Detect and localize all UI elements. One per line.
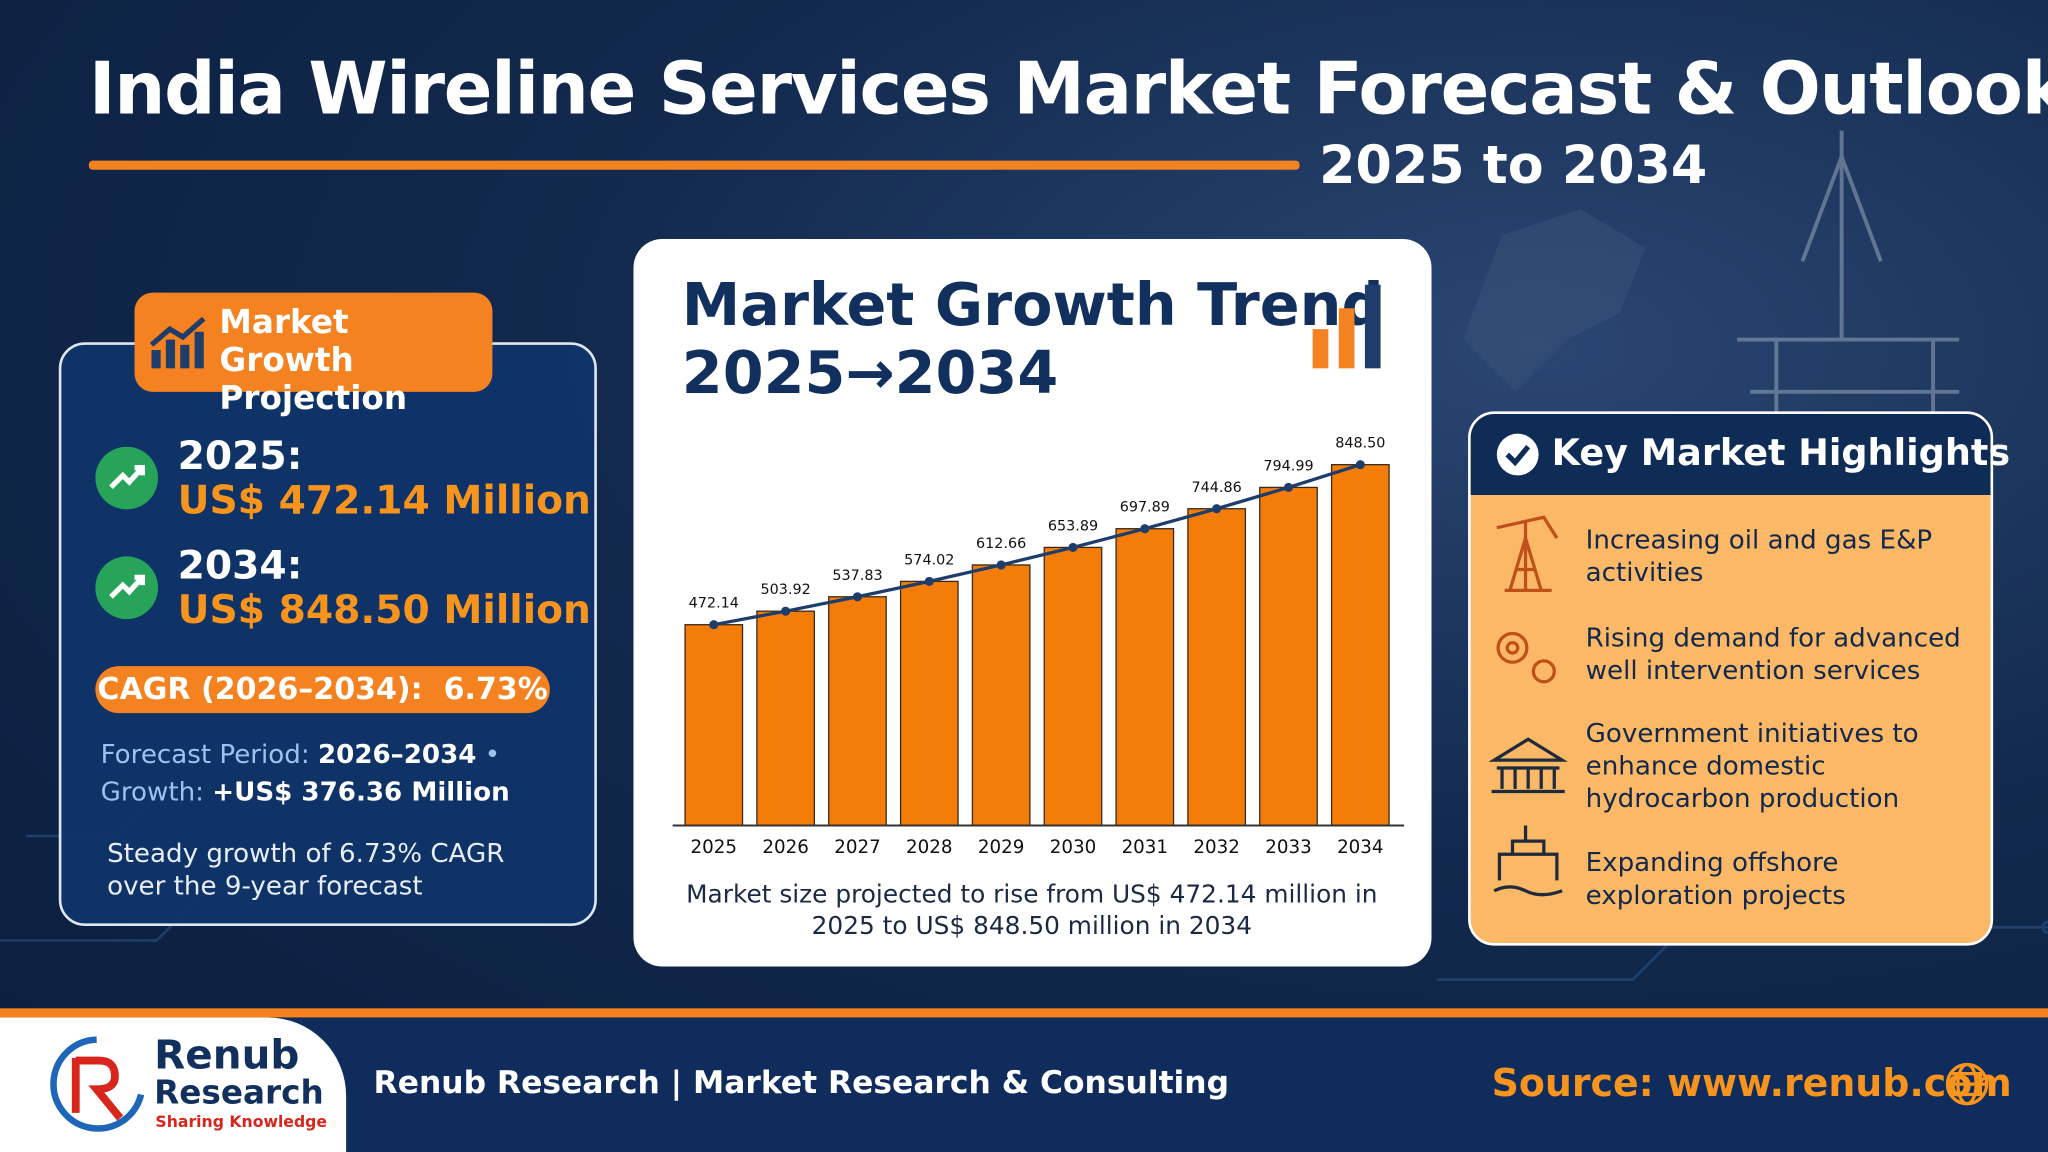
bar xyxy=(1330,464,1390,827)
value-label: 794.99 xyxy=(1263,458,1313,474)
logo-brand2: Research xyxy=(154,1073,324,1112)
highlight-item: Rising demand for advanced well interven… xyxy=(1585,621,1961,686)
check-icon xyxy=(1496,433,1539,476)
subtitle: 2025 to 2034 xyxy=(1319,135,1708,196)
trend-point xyxy=(996,560,1006,570)
x-tick-label: 2033 xyxy=(1265,837,1312,858)
logo-mark xyxy=(50,1036,145,1132)
bar xyxy=(1187,508,1247,827)
projection-badge xyxy=(134,292,493,392)
highlight-item: Expanding offshore exploration projects xyxy=(1585,846,1846,911)
footer-tagline: Renub Research | Market Research & Consu… xyxy=(373,1064,1230,1102)
bar xyxy=(1115,528,1175,827)
value-label: 744.86 xyxy=(1192,480,1242,496)
bar xyxy=(1043,546,1103,827)
value-label: 537.83 xyxy=(832,568,882,584)
x-tick-label: 2027 xyxy=(834,837,881,858)
value-label: 612.66 xyxy=(976,536,1026,552)
trend-point xyxy=(709,620,719,630)
cagr-label: CAGR (2026–2034): xyxy=(97,672,423,707)
projection-note: Steady growth of 6.73% CAGR over the 9-y… xyxy=(107,837,505,902)
x-tick-label: 2029 xyxy=(978,837,1025,858)
trend-point xyxy=(852,592,863,602)
highlights-header xyxy=(1470,414,1991,496)
forecast-value: 2026–2034 xyxy=(317,737,477,770)
value-label: 472.14 xyxy=(689,596,739,612)
x-tick-label: 2026 xyxy=(762,837,808,858)
trend-point xyxy=(781,606,791,616)
value-label: 653.89 xyxy=(1048,518,1098,534)
bar xyxy=(1259,486,1318,827)
trend-point xyxy=(1068,542,1078,552)
chart-caption: Market size projected to rise from US$ 4… xyxy=(686,880,1378,941)
footer-stripe xyxy=(0,1008,2048,1018)
x-tick-label: 2028 xyxy=(906,837,952,858)
logo-area xyxy=(0,1017,347,1152)
trend-point xyxy=(1283,482,1294,492)
trend-point xyxy=(1212,504,1222,514)
title-underline xyxy=(88,160,1300,170)
bar xyxy=(899,580,959,827)
x-tick-label: 2030 xyxy=(1050,837,1097,858)
highlight-item: Increasing oil and gas E&P activities xyxy=(1585,523,1933,588)
chart-title-block: Market Growth Trend 2025→2034 xyxy=(681,270,1384,408)
growth-value: +US$ 376.36 Million xyxy=(212,775,510,808)
highlight-item: Government initiatives to enhance domest… xyxy=(1585,717,1919,814)
projection-value: US$ 472.14 Million xyxy=(177,478,591,524)
highlight-icons xyxy=(1488,515,1568,897)
globe-icon xyxy=(1945,1062,1989,1106)
logo-slogan: Sharing Knowledge xyxy=(155,1112,328,1132)
projection-panel xyxy=(58,342,597,927)
projection-year: 2034: xyxy=(177,543,303,590)
value-label: 848.50 xyxy=(1335,436,1385,452)
forecast-period: Forecast Period: 2026–2034 • xyxy=(100,737,501,770)
growth: Growth: +US$ 376.36 Million xyxy=(101,776,510,807)
x-tick-label: 2025 xyxy=(691,837,738,858)
trend-point xyxy=(1140,524,1150,534)
growth-icon xyxy=(149,316,206,369)
chart-subtitle: 2025→2034 xyxy=(681,338,1059,408)
value-label: 503.92 xyxy=(761,582,811,598)
footer-source: Source: www.renub.com xyxy=(1491,1060,2012,1105)
growth-label: Growth: xyxy=(100,775,204,808)
value-label: 574.02 xyxy=(904,552,954,568)
highlights-title: Key Market Highlights xyxy=(1551,431,2011,475)
trend-point xyxy=(924,576,934,586)
x-tick-label: 2032 xyxy=(1193,837,1240,858)
cagr-pill: CAGR (2026–2034): 6.73% xyxy=(95,666,550,714)
title: India Wireline Services Market Forecast … xyxy=(88,47,2048,131)
projection-value: US$ 848.50 Million xyxy=(177,587,591,634)
x-tick-label: 2031 xyxy=(1122,837,1169,858)
bar xyxy=(971,564,1031,827)
bar xyxy=(756,610,816,827)
logo-brand: Renub xyxy=(154,1031,300,1079)
bar xyxy=(684,624,744,827)
cagr-value: 6.73% xyxy=(443,672,548,707)
projection-badge-text: Market Growth Projection xyxy=(219,303,408,417)
trend-line xyxy=(713,463,1361,627)
chart-title: Market Growth Trend xyxy=(681,270,1384,340)
chart-icon xyxy=(1312,284,1381,369)
trend-point xyxy=(1355,460,1365,470)
forecast-label: Forecast Period: xyxy=(100,737,310,770)
x-tick-label: 2034 xyxy=(1337,837,1384,858)
value-label: 697.89 xyxy=(1120,500,1170,516)
trend-icons xyxy=(95,446,159,620)
bar xyxy=(828,596,887,827)
projection-year: 2025: xyxy=(177,433,303,480)
